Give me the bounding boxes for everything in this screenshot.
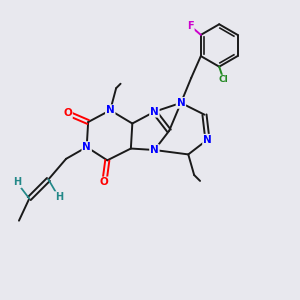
Text: H: H [55, 192, 63, 202]
Text: N: N [150, 107, 159, 117]
Text: N: N [176, 98, 185, 108]
Text: H: H [13, 177, 21, 188]
Text: N: N [203, 135, 212, 145]
Text: N: N [106, 105, 115, 115]
Text: Cl: Cl [219, 75, 229, 84]
Text: F: F [187, 21, 194, 31]
Text: O: O [100, 177, 109, 188]
Text: N: N [82, 142, 91, 152]
Text: O: O [63, 108, 72, 118]
Text: N: N [150, 145, 159, 155]
